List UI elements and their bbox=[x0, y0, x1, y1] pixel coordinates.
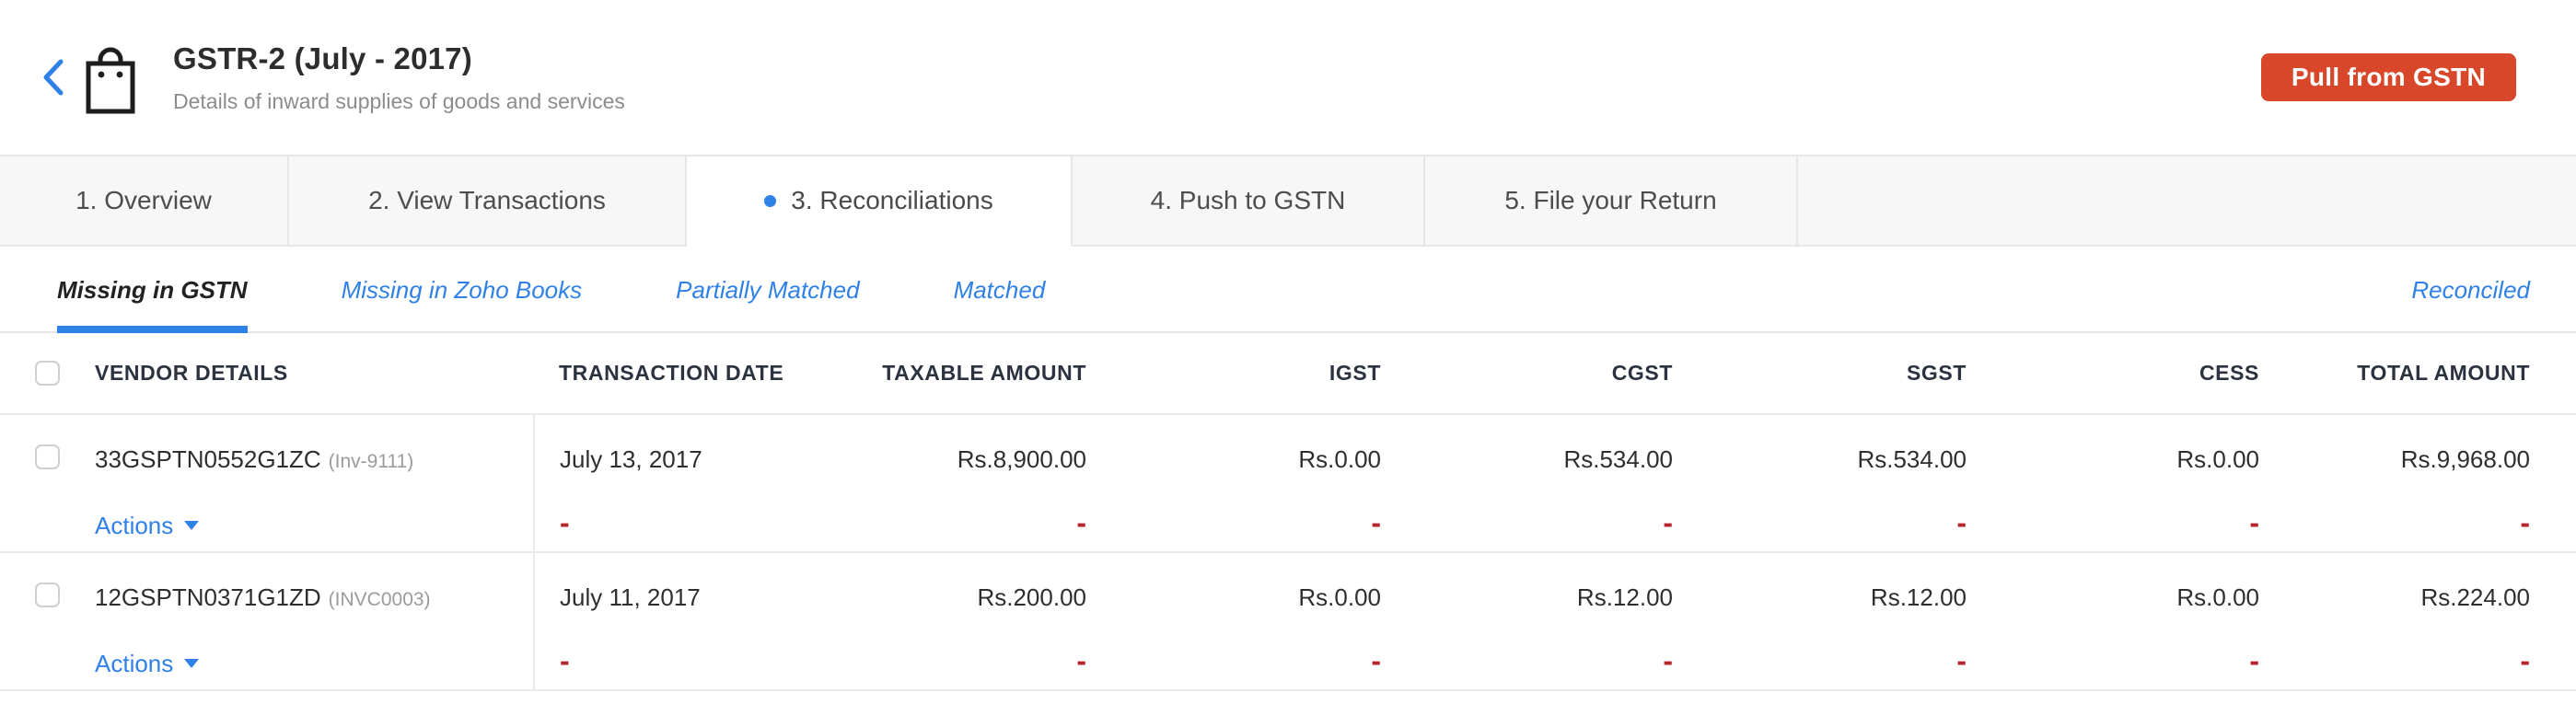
step-tabs: 1. Overview 2. View Transactions 3. Reco… bbox=[0, 155, 2576, 247]
chevron-left-icon bbox=[43, 59, 64, 96]
filter-tab-missing-in-gstn[interactable]: Missing in GSTN bbox=[57, 247, 248, 333]
column-header-cgst: CGST bbox=[1381, 333, 1673, 415]
gstn-missing-marker: - bbox=[1956, 644, 1967, 677]
column-header-cess: CESS bbox=[1967, 333, 2259, 415]
caret-down-icon bbox=[184, 521, 200, 530]
cess-amount: Rs.0.00 bbox=[2176, 445, 2259, 473]
column-header-taxable-amount: TAXABLE AMOUNT bbox=[792, 333, 1086, 415]
tab-label: 1. Overview bbox=[75, 186, 212, 214]
table-row: 12GSPTN0371G1ZD (INVC0003) Actions July 1… bbox=[0, 552, 2576, 691]
actions-label: Actions bbox=[95, 512, 174, 539]
transaction-date: July 11, 2017 bbox=[560, 583, 701, 611]
sgst-amount: Rs.534.00 bbox=[1857, 445, 1967, 473]
sgst-amount: Rs.12.00 bbox=[1870, 583, 1967, 611]
page-subtitle: Details of inward supplies of goods and … bbox=[173, 88, 625, 113]
tab-reconciliations[interactable]: 3. Reconciliations bbox=[687, 156, 1073, 247]
gstn-missing-marker: - bbox=[1371, 644, 1381, 677]
table-row: 33GSPTN0552G1ZC (Inv-9111) Actions July 1… bbox=[0, 414, 2576, 553]
caret-down-icon bbox=[184, 659, 200, 668]
column-header-transaction-date: TRANSACTION DATE bbox=[534, 333, 792, 415]
vendor-gstin: 12GSPTN0371G1ZD bbox=[95, 583, 321, 611]
gstn-missing-marker: - bbox=[560, 644, 570, 677]
active-tab-dot-icon bbox=[764, 194, 777, 207]
total-amount: Rs.9,968.00 bbox=[2400, 445, 2530, 473]
page-title: GSTR-2 (July - 2017) bbox=[173, 40, 472, 75]
gstn-missing-marker: - bbox=[1663, 506, 1673, 539]
row-checkbox[interactable] bbox=[35, 583, 60, 607]
total-amount: Rs.224.00 bbox=[2420, 583, 2530, 611]
filter-tab-partially-matched[interactable]: Partially Matched bbox=[676, 275, 860, 304]
gstn-missing-marker: - bbox=[560, 506, 570, 539]
cess-amount: Rs.0.00 bbox=[2176, 583, 2259, 611]
actions-dropdown[interactable]: Actions bbox=[95, 650, 200, 677]
table-header-row: VENDOR DETAILS TRANSACTION DATE TAXABLE … bbox=[0, 333, 2576, 415]
transaction-date: July 13, 2017 bbox=[560, 445, 702, 473]
pull-from-gstn-button[interactable]: Pull from GSTN bbox=[2260, 53, 2516, 101]
gstn-missing-marker: - bbox=[2249, 506, 2259, 539]
reconciliation-table: VENDOR DETAILS TRANSACTION DATE TAXABLE … bbox=[0, 333, 2576, 691]
page-header: GSTR-2 (July - 2017) Details of inward s… bbox=[0, 0, 2576, 155]
shopping-bag-icon bbox=[85, 40, 136, 114]
cgst-amount: Rs.534.00 bbox=[1563, 445, 1673, 473]
igst-amount: Rs.0.00 bbox=[1298, 445, 1381, 473]
column-header-sgst: SGST bbox=[1673, 333, 1967, 415]
column-header-total-amount: TOTAL AMOUNT bbox=[2259, 333, 2576, 415]
tab-bar-filler bbox=[1798, 156, 2576, 247]
gstn-missing-marker: - bbox=[2520, 644, 2530, 677]
vendor-reference: (INVC0003) bbox=[328, 589, 431, 610]
tab-view-transactions[interactable]: 2. View Transactions bbox=[289, 156, 687, 247]
row-checkbox[interactable] bbox=[35, 444, 60, 469]
vendor-gstin: 33GSPTN0552G1ZC bbox=[95, 445, 321, 473]
gstn-missing-marker: - bbox=[1076, 506, 1086, 539]
tab-label: 2. View Transactions bbox=[368, 186, 606, 214]
gstn-missing-marker: - bbox=[2249, 644, 2259, 677]
column-header-vendor-details: VENDOR DETAILS bbox=[77, 333, 534, 415]
filter-tab-matched[interactable]: Matched bbox=[953, 275, 1046, 304]
gstn-missing-marker: - bbox=[1663, 644, 1673, 677]
gstn-missing-marker: - bbox=[2520, 506, 2530, 539]
filter-tab-missing-in-zoho-books[interactable]: Missing in Zoho Books bbox=[341, 275, 583, 304]
tab-label: 5. File your Return bbox=[1504, 186, 1717, 214]
tab-label: 3. Reconciliations bbox=[791, 186, 993, 214]
title-block: GSTR-2 (July - 2017) Details of inward s… bbox=[173, 41, 625, 114]
reconciliation-filter-tabs: Missing in GSTN Missing in Zoho Books Pa… bbox=[0, 247, 2576, 333]
select-all-checkbox[interactable] bbox=[35, 361, 60, 386]
vendor-reference: (Inv-9111) bbox=[328, 451, 414, 472]
gstn-missing-marker: - bbox=[1076, 644, 1086, 677]
cgst-amount: Rs.12.00 bbox=[1576, 583, 1673, 611]
igst-amount: Rs.0.00 bbox=[1298, 583, 1381, 611]
tab-overview[interactable]: 1. Overview bbox=[0, 156, 289, 247]
taxable-amount: Rs.200.00 bbox=[977, 583, 1086, 611]
gstn-missing-marker: - bbox=[1956, 506, 1967, 539]
reconciled-link[interactable]: Reconciled bbox=[2411, 275, 2530, 304]
tab-label: 4. Push to GSTN bbox=[1150, 186, 1346, 214]
tab-file-your-return[interactable]: 5. File your Return bbox=[1425, 156, 1798, 247]
tab-push-to-gstn[interactable]: 4. Push to GSTN bbox=[1073, 156, 1425, 247]
column-header-igst: IGST bbox=[1086, 333, 1381, 415]
taxable-amount: Rs.8,900.00 bbox=[957, 445, 1086, 473]
actions-dropdown[interactable]: Actions bbox=[95, 512, 200, 539]
gstn-missing-marker: - bbox=[1371, 506, 1381, 539]
back-button[interactable] bbox=[35, 50, 72, 105]
actions-label: Actions bbox=[95, 650, 174, 677]
